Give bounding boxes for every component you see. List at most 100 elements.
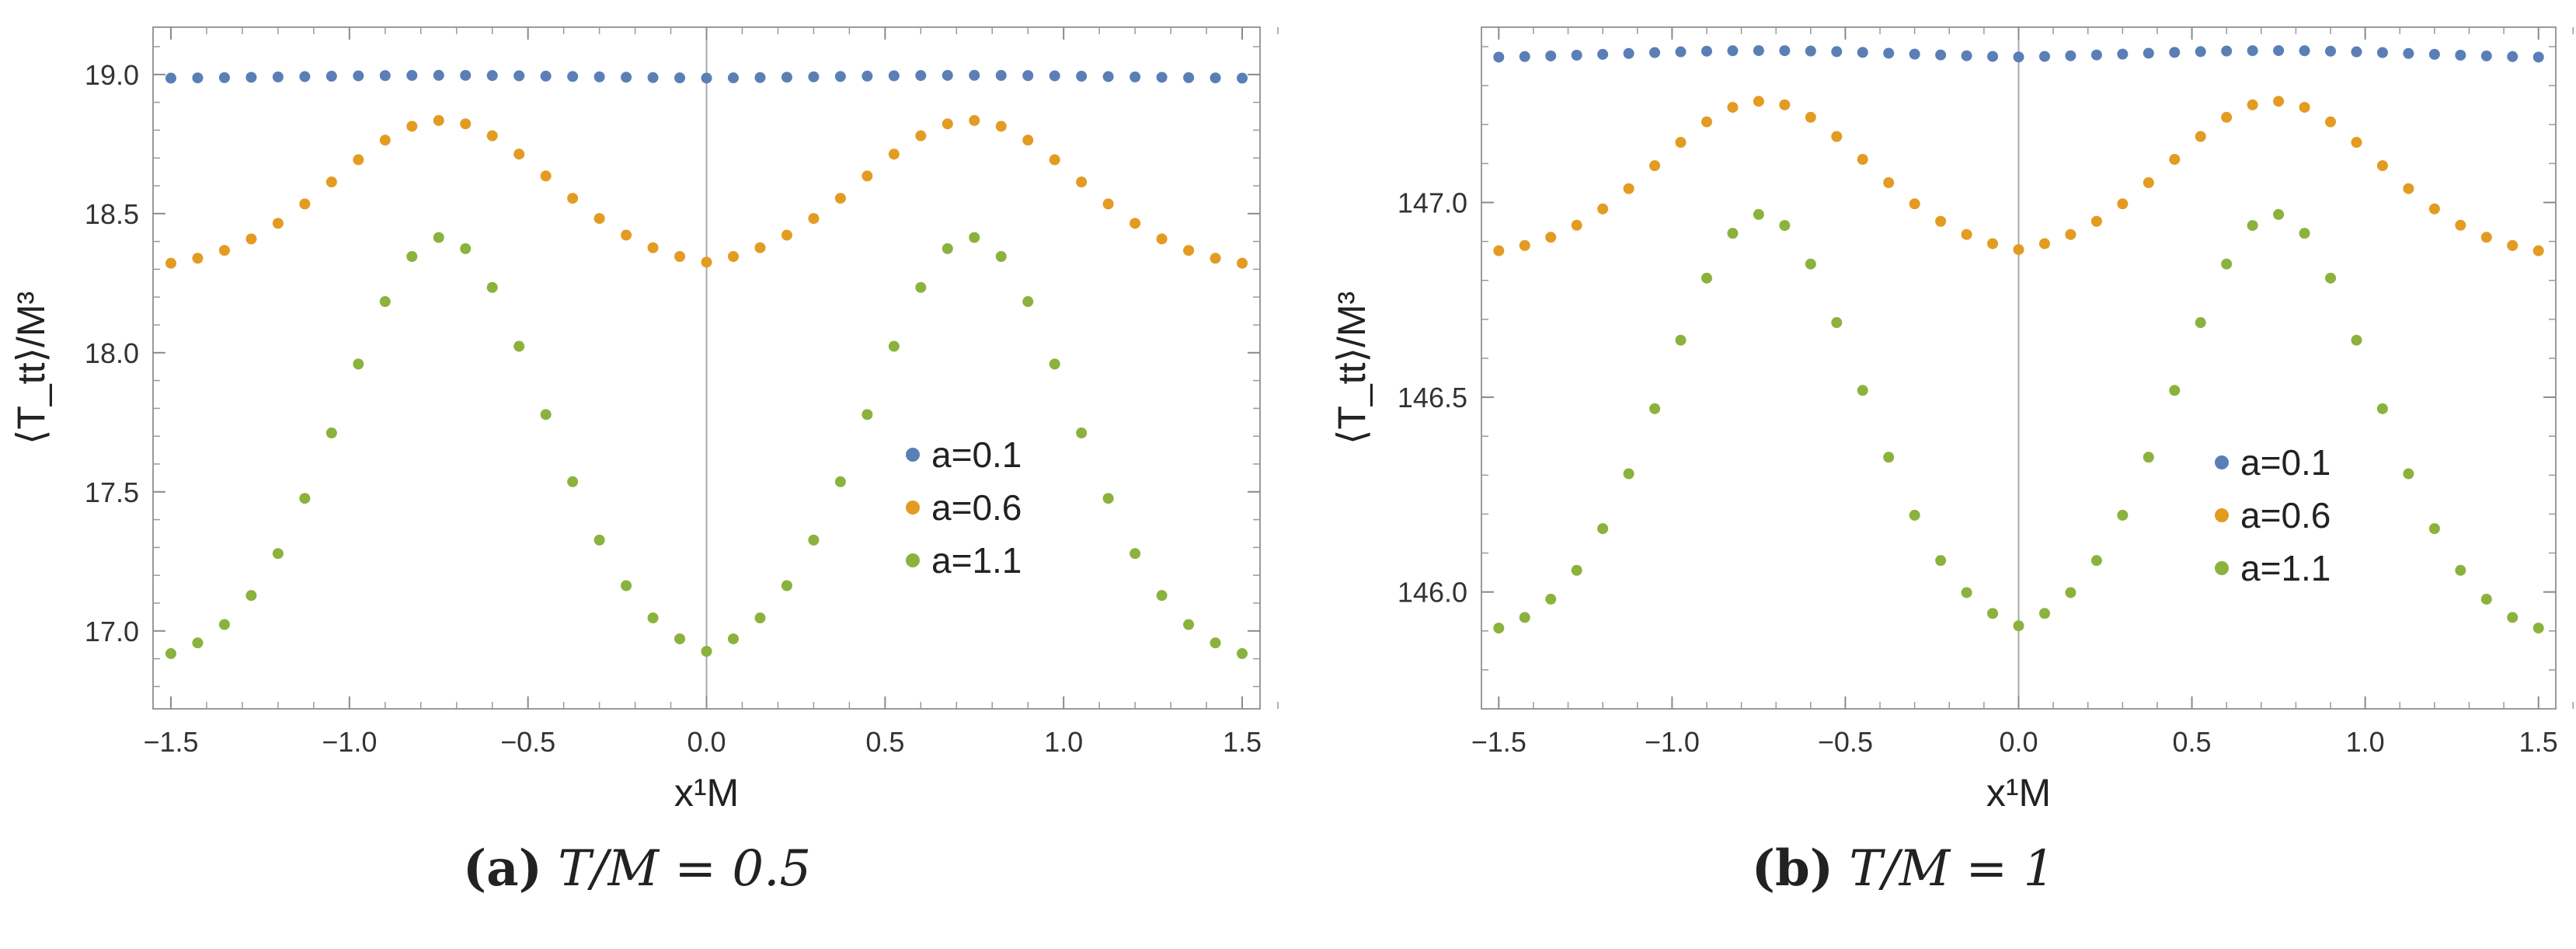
data-point (1597, 203, 1609, 215)
data-point (486, 281, 498, 293)
data-point (2169, 154, 2181, 166)
data-point (1675, 334, 1687, 346)
data-point (2247, 99, 2258, 110)
data-point (834, 71, 846, 82)
y-tick-label: 18.0 (85, 337, 139, 369)
data-point (2428, 203, 2440, 215)
data-point (1237, 72, 1248, 84)
x-tick-label: 0.0 (687, 726, 726, 758)
data-point (433, 115, 444, 127)
data-point (299, 493, 311, 504)
legend-label: a=1.1 (931, 540, 1022, 581)
data-point (165, 647, 176, 659)
series-a=0.1 (165, 69, 1248, 84)
data-point (1727, 228, 1739, 239)
y-tick-label: 19.0 (85, 59, 139, 91)
data-point (1987, 51, 1999, 62)
data-point (942, 118, 953, 130)
data-point (1022, 296, 1034, 308)
data-point (1545, 232, 1557, 243)
data-point (2455, 219, 2466, 231)
legend-marker (2215, 561, 2229, 575)
data-point (2507, 51, 2519, 62)
legend: a=0.1 a=0.6 a=1.1 (906, 434, 1022, 581)
data-point (2299, 102, 2310, 113)
data-point (808, 71, 820, 82)
data-point (781, 580, 792, 591)
data-point (1935, 215, 1947, 227)
data-point (325, 176, 337, 188)
data-point (2299, 228, 2310, 239)
data-point (1519, 51, 1530, 62)
data-point (942, 69, 953, 81)
x-axis-label: x¹M (1986, 771, 2051, 815)
data-point (1753, 45, 1764, 57)
data-point (1701, 45, 1712, 57)
data-point (1883, 177, 1895, 189)
data-point (1049, 154, 1060, 166)
data-point (2143, 47, 2154, 59)
data-point (1493, 51, 1505, 63)
data-point (2065, 50, 2076, 61)
data-point (2169, 47, 2181, 58)
data-point (2299, 45, 2310, 57)
data-point (272, 548, 284, 560)
data-point (2273, 96, 2285, 107)
legend-label: a=0.6 (2240, 495, 2331, 536)
data-point (808, 534, 820, 546)
data-point (486, 130, 498, 141)
data-point (1623, 183, 1634, 194)
legend: a=0.1 a=0.6 a=1.1 (2215, 442, 2331, 588)
data-point (2325, 272, 2337, 284)
data-point (1210, 72, 1221, 84)
data-point (245, 590, 257, 602)
x-tick-label: −1.0 (322, 726, 377, 758)
data-point (2090, 555, 2102, 567)
data-point (915, 130, 927, 141)
data-point (567, 71, 579, 82)
data-point (862, 409, 873, 420)
legend-label: a=0.6 (931, 487, 1022, 528)
data-point (1237, 647, 1248, 659)
data-point (1130, 72, 1141, 83)
data-point (2532, 51, 2544, 63)
data-point (674, 72, 686, 84)
x-tick-label: −1.5 (1471, 726, 1526, 758)
data-point (995, 251, 1007, 263)
y-tick-label: 147.0 (1398, 187, 1467, 219)
data-point (1909, 198, 1920, 210)
x-axis-label: x¹M (674, 771, 739, 815)
data-point (2325, 45, 2337, 57)
data-point (701, 256, 712, 268)
caption-a-label: (a) (462, 839, 542, 898)
data-point (1961, 587, 1972, 598)
data-point (513, 340, 525, 352)
data-point (2117, 509, 2129, 521)
chart-panel-2: −1.5 −1.0 −0.5 0.0 0.5 1.0 1.5 146.0 146.5 147.0 x… (1330, 26, 2574, 815)
data-point (513, 70, 525, 82)
data-point (2455, 49, 2466, 61)
data-point (1519, 612, 1530, 623)
data-point (2090, 49, 2102, 61)
data-point (1156, 72, 1168, 83)
data-point (1753, 96, 1764, 107)
data-point (299, 71, 311, 82)
data-point (2169, 385, 2181, 396)
y-tick-label: 146.5 (1398, 382, 1467, 413)
x-tick-label: 0.5 (2173, 726, 2212, 758)
data-point (1571, 219, 1582, 231)
data-point (540, 409, 552, 420)
data-point (888, 148, 900, 160)
data-point (245, 72, 257, 83)
x-tick-label: −1.5 (143, 726, 198, 758)
data-point (1102, 493, 1114, 504)
data-point (1779, 220, 1791, 232)
y-axis-label: ⟨T_tt⟩/M³ (1330, 291, 1373, 445)
data-point (192, 253, 204, 264)
data-point (2273, 45, 2285, 57)
data-point (1831, 46, 1843, 58)
x-tick-label: 0.5 (865, 726, 904, 758)
data-point (781, 72, 792, 83)
data-point (1701, 116, 1712, 127)
data-point (1076, 176, 1088, 188)
